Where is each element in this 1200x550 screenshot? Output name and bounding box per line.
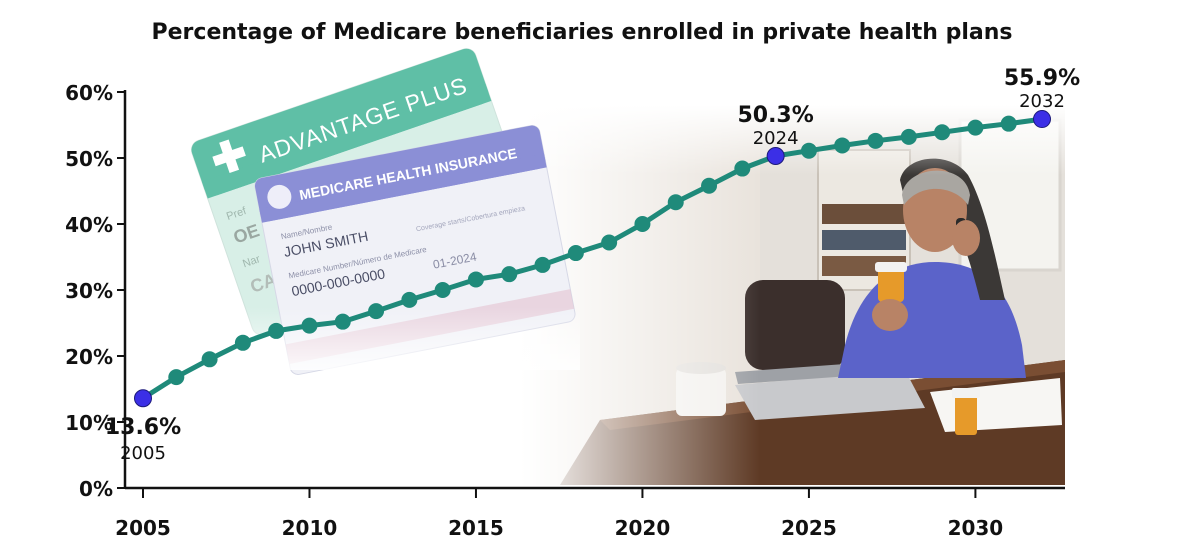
data-point	[368, 303, 385, 320]
cross-icon	[212, 139, 246, 174]
medicare-cards-image: ADVANTAGE PLUS Pref OE Nar CA MEDICARE H…	[191, 48, 580, 375]
data-point	[800, 142, 817, 159]
data-point	[834, 137, 851, 154]
person-figure	[838, 158, 1026, 378]
data-point	[601, 234, 618, 251]
data-point	[534, 256, 551, 273]
x-tick-label: 2025	[781, 516, 837, 540]
x-tick-label: 2020	[615, 516, 671, 540]
seal-icon	[267, 184, 292, 209]
y-tick-label: 20%	[65, 345, 113, 369]
highlight-year-label: 2005	[120, 443, 166, 464]
chart-axes: 0% 10% 20% 30% 40% 50% 60% 2005 2010 2015 2020 2025…	[65, 81, 1065, 540]
highlight-value-label: 55.9%	[1004, 66, 1080, 91]
data-point	[567, 245, 584, 262]
highlight-value-label: 50.3%	[737, 103, 813, 128]
data-point	[401, 291, 418, 308]
data-point	[1000, 115, 1017, 132]
y-tick-label: 0%	[79, 477, 113, 501]
highlight-point	[134, 389, 152, 408]
data-point	[201, 351, 218, 368]
data-point	[667, 194, 684, 211]
series-line	[140, 116, 1045, 401]
data-point	[900, 128, 917, 145]
y-tick-label: 50%	[65, 147, 113, 171]
highlight-point	[766, 147, 785, 166]
highlight-year-label: 2024	[753, 128, 799, 149]
data-point	[467, 271, 484, 288]
x-tick-label: 2005	[115, 516, 171, 540]
x-tick-label: 2010	[282, 516, 338, 540]
data-point	[434, 282, 451, 298]
data-point	[168, 369, 185, 386]
highlight-point	[1033, 110, 1051, 129]
data-point	[967, 119, 984, 136]
y-tick-label: 60%	[65, 81, 113, 105]
x-tick-label: 2030	[948, 516, 1004, 540]
y-tick-label: 10%	[65, 411, 113, 435]
series-line-group	[134, 110, 1051, 408]
highlight-value-label: 13.6%	[105, 415, 181, 440]
background-photo	[520, 105, 1065, 485]
data-point	[934, 124, 951, 141]
data-point	[734, 160, 751, 177]
data-point	[301, 317, 318, 334]
y-tick-label: 30%	[65, 279, 113, 303]
y-tick-label: 40%	[65, 213, 113, 237]
data-labels: 13.6% 2005 50.3%2024 55.9%2032	[105, 66, 1080, 464]
data-point	[234, 334, 251, 351]
highlight-year-label: 2032	[1019, 91, 1065, 112]
data-point	[634, 216, 651, 232]
data-point	[701, 177, 718, 194]
x-tick-label: 2015	[448, 516, 504, 540]
data-point	[867, 132, 884, 149]
chart-title: Percentage of Medicare beneficiaries enr…	[152, 20, 1013, 45]
data-point	[334, 313, 351, 330]
data-point	[501, 266, 518, 283]
data-point	[268, 322, 285, 339]
